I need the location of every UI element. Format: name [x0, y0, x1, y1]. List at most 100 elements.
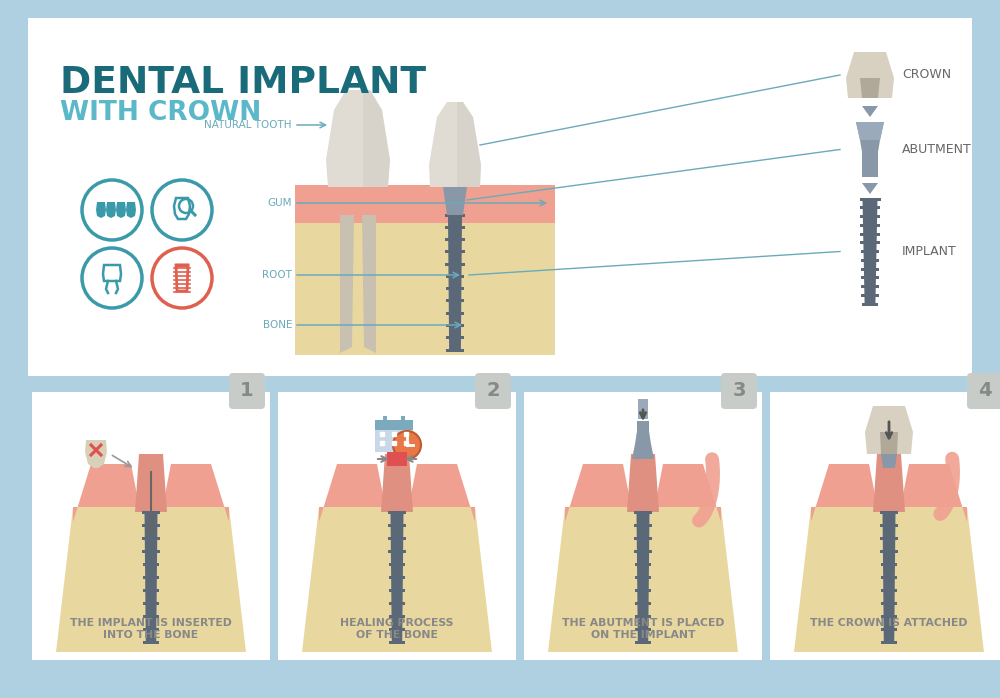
- Polygon shape: [794, 507, 984, 652]
- Bar: [861, 294, 879, 297]
- Bar: [445, 225, 465, 229]
- Polygon shape: [862, 183, 878, 194]
- Polygon shape: [302, 507, 492, 652]
- Polygon shape: [319, 464, 385, 522]
- Bar: [143, 602, 159, 604]
- Polygon shape: [106, 202, 116, 218]
- Bar: [770, 392, 1000, 660]
- Bar: [881, 628, 897, 630]
- Text: 4: 4: [978, 382, 992, 401]
- FancyBboxPatch shape: [475, 373, 511, 409]
- Text: ROOT: ROOT: [262, 270, 292, 280]
- Bar: [861, 267, 879, 271]
- Bar: [635, 575, 651, 579]
- Bar: [446, 348, 464, 352]
- Text: BONE: BONE: [262, 320, 292, 330]
- Bar: [860, 232, 880, 235]
- Bar: [446, 275, 464, 278]
- Bar: [142, 537, 160, 540]
- Polygon shape: [463, 187, 497, 223]
- Bar: [881, 575, 897, 579]
- Bar: [387, 452, 407, 466]
- Text: IMPLANT: IMPLANT: [902, 245, 957, 258]
- Bar: [388, 510, 406, 514]
- Bar: [880, 549, 898, 553]
- Polygon shape: [548, 507, 738, 652]
- Bar: [635, 628, 651, 630]
- Text: DENTAL IMPLANT: DENTAL IMPLANT: [60, 65, 426, 101]
- Bar: [143, 628, 159, 630]
- Bar: [446, 299, 464, 302]
- Text: WITH CROWN: WITH CROWN: [60, 100, 261, 126]
- Text: THE CROWN IS ATTACHED: THE CROWN IS ATTACHED: [810, 618, 968, 628]
- Circle shape: [82, 248, 142, 308]
- Bar: [634, 524, 652, 526]
- Bar: [446, 312, 464, 315]
- Polygon shape: [413, 187, 447, 223]
- Bar: [446, 336, 464, 339]
- Bar: [389, 588, 405, 591]
- Polygon shape: [363, 90, 390, 187]
- Text: THE IMPLANT IS INSERTED
INTO THE BONE: THE IMPLANT IS INSERTED INTO THE BONE: [70, 618, 232, 639]
- Polygon shape: [340, 215, 354, 353]
- Text: CROWN: CROWN: [902, 68, 951, 82]
- Bar: [388, 549, 406, 553]
- Polygon shape: [880, 432, 898, 454]
- Bar: [388, 537, 406, 540]
- Polygon shape: [856, 122, 884, 177]
- Bar: [445, 214, 465, 216]
- Bar: [389, 641, 405, 644]
- Bar: [445, 251, 465, 253]
- Bar: [860, 198, 881, 200]
- Polygon shape: [326, 90, 390, 187]
- Polygon shape: [316, 187, 340, 223]
- Bar: [446, 324, 464, 327]
- Bar: [388, 524, 406, 526]
- Bar: [524, 392, 762, 660]
- Bar: [401, 416, 405, 426]
- Polygon shape: [860, 78, 880, 98]
- Bar: [860, 224, 880, 227]
- Polygon shape: [443, 187, 467, 215]
- Bar: [32, 392, 270, 660]
- Polygon shape: [637, 512, 650, 642]
- Bar: [634, 549, 652, 553]
- Polygon shape: [655, 464, 721, 522]
- Text: HEALING PROCESS
OF THE BONE: HEALING PROCESS OF THE BONE: [340, 618, 454, 639]
- Bar: [861, 250, 879, 253]
- Polygon shape: [627, 454, 659, 512]
- Text: ABUTMENT: ABUTMENT: [902, 143, 972, 156]
- Circle shape: [152, 180, 212, 240]
- Polygon shape: [85, 440, 107, 468]
- Bar: [860, 215, 880, 218]
- Bar: [389, 602, 405, 604]
- FancyBboxPatch shape: [967, 373, 1000, 409]
- Bar: [142, 549, 160, 553]
- Bar: [635, 588, 651, 591]
- Bar: [278, 392, 516, 660]
- Polygon shape: [811, 464, 877, 522]
- Text: 2: 2: [486, 382, 500, 401]
- Bar: [635, 563, 651, 565]
- Bar: [143, 563, 159, 565]
- Polygon shape: [116, 202, 126, 218]
- Text: 1: 1: [240, 382, 254, 401]
- Polygon shape: [390, 512, 404, 642]
- Bar: [881, 602, 897, 604]
- Bar: [445, 238, 465, 241]
- Bar: [389, 563, 405, 565]
- Bar: [638, 399, 648, 419]
- Bar: [880, 524, 898, 526]
- Bar: [28, 18, 972, 376]
- Bar: [880, 537, 898, 540]
- Bar: [389, 628, 405, 630]
- Bar: [295, 215, 555, 355]
- Bar: [635, 641, 651, 644]
- Polygon shape: [565, 464, 631, 522]
- Polygon shape: [448, 215, 462, 350]
- Text: NATURAL TOOTH: NATURAL TOOTH: [205, 120, 292, 130]
- Bar: [143, 641, 159, 644]
- Bar: [634, 537, 652, 540]
- Text: 3: 3: [732, 382, 746, 401]
- Text: THE ABUTMENT IS PLACED
ON THE IMPLANT: THE ABUTMENT IS PLACED ON THE IMPLANT: [562, 618, 724, 639]
